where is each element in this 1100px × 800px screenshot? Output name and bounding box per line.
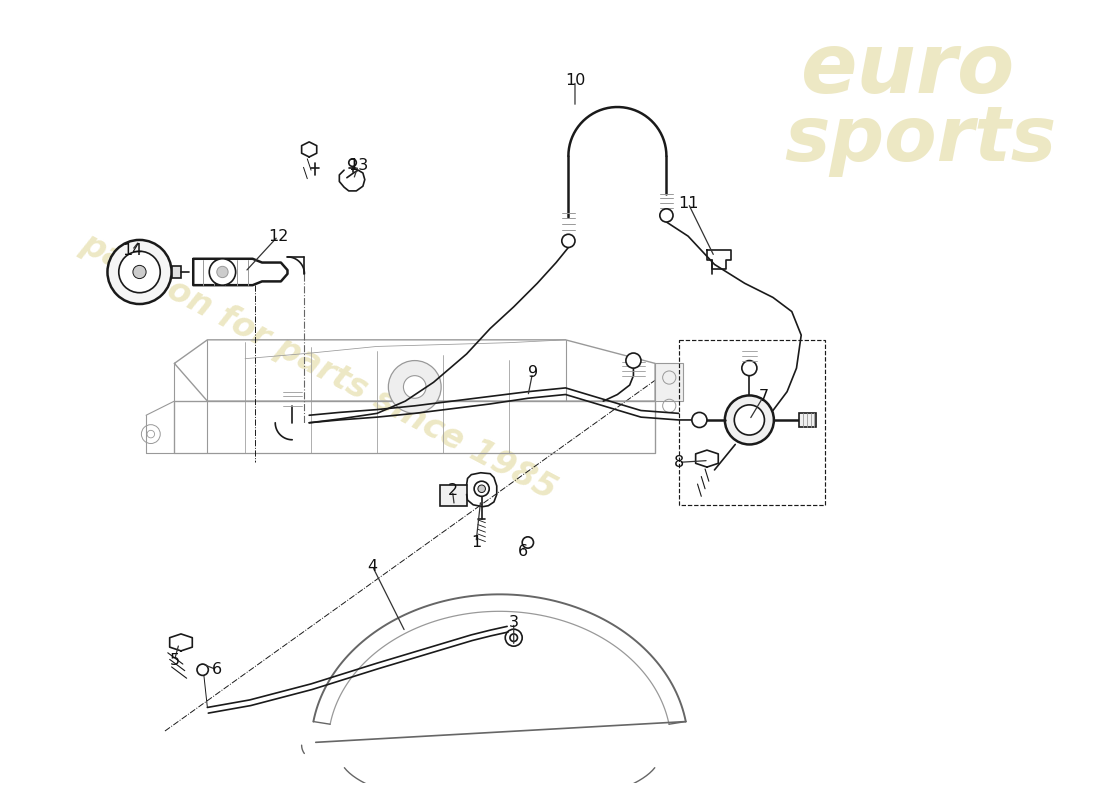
Text: 8: 8 bbox=[673, 455, 684, 470]
Circle shape bbox=[510, 634, 517, 642]
Circle shape bbox=[119, 251, 161, 293]
Text: 4: 4 bbox=[367, 558, 377, 574]
Text: 11: 11 bbox=[678, 196, 698, 210]
Circle shape bbox=[133, 266, 146, 278]
Circle shape bbox=[217, 266, 228, 278]
Circle shape bbox=[725, 395, 774, 445]
Circle shape bbox=[209, 258, 235, 285]
Bar bbox=[679, 340, 825, 505]
Circle shape bbox=[660, 209, 673, 222]
Bar bbox=[800, 414, 816, 426]
Text: 7: 7 bbox=[758, 389, 769, 404]
Text: 10: 10 bbox=[564, 73, 585, 88]
Text: 6: 6 bbox=[211, 662, 222, 678]
Bar bbox=[656, 363, 683, 401]
Bar bbox=[440, 485, 466, 506]
Text: 14: 14 bbox=[122, 242, 142, 258]
Circle shape bbox=[692, 413, 707, 427]
Circle shape bbox=[741, 361, 757, 376]
Circle shape bbox=[474, 482, 490, 496]
Circle shape bbox=[349, 159, 356, 166]
Circle shape bbox=[404, 376, 426, 398]
Bar bbox=[172, 266, 182, 278]
Text: 13: 13 bbox=[348, 158, 369, 173]
Text: 1: 1 bbox=[471, 535, 481, 550]
Text: passion for parts since 1985: passion for parts since 1985 bbox=[76, 227, 562, 507]
Circle shape bbox=[388, 361, 441, 414]
Text: 5: 5 bbox=[169, 653, 179, 668]
Circle shape bbox=[626, 353, 641, 368]
Circle shape bbox=[522, 537, 534, 548]
Circle shape bbox=[108, 240, 172, 304]
Text: 2: 2 bbox=[448, 483, 458, 498]
Text: 12: 12 bbox=[268, 229, 288, 244]
Circle shape bbox=[735, 405, 764, 435]
Text: sports: sports bbox=[784, 102, 1056, 177]
Text: 3: 3 bbox=[508, 615, 519, 630]
Circle shape bbox=[477, 485, 485, 493]
Text: 9: 9 bbox=[528, 366, 538, 380]
Circle shape bbox=[562, 234, 575, 247]
Text: euro: euro bbox=[801, 29, 1015, 110]
Text: 6: 6 bbox=[518, 545, 528, 559]
Circle shape bbox=[197, 664, 208, 675]
